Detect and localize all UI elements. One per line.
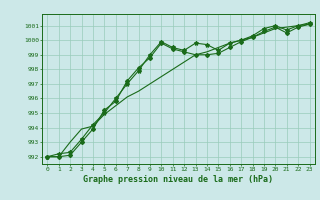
X-axis label: Graphe pression niveau de la mer (hPa): Graphe pression niveau de la mer (hPa) (84, 175, 273, 184)
